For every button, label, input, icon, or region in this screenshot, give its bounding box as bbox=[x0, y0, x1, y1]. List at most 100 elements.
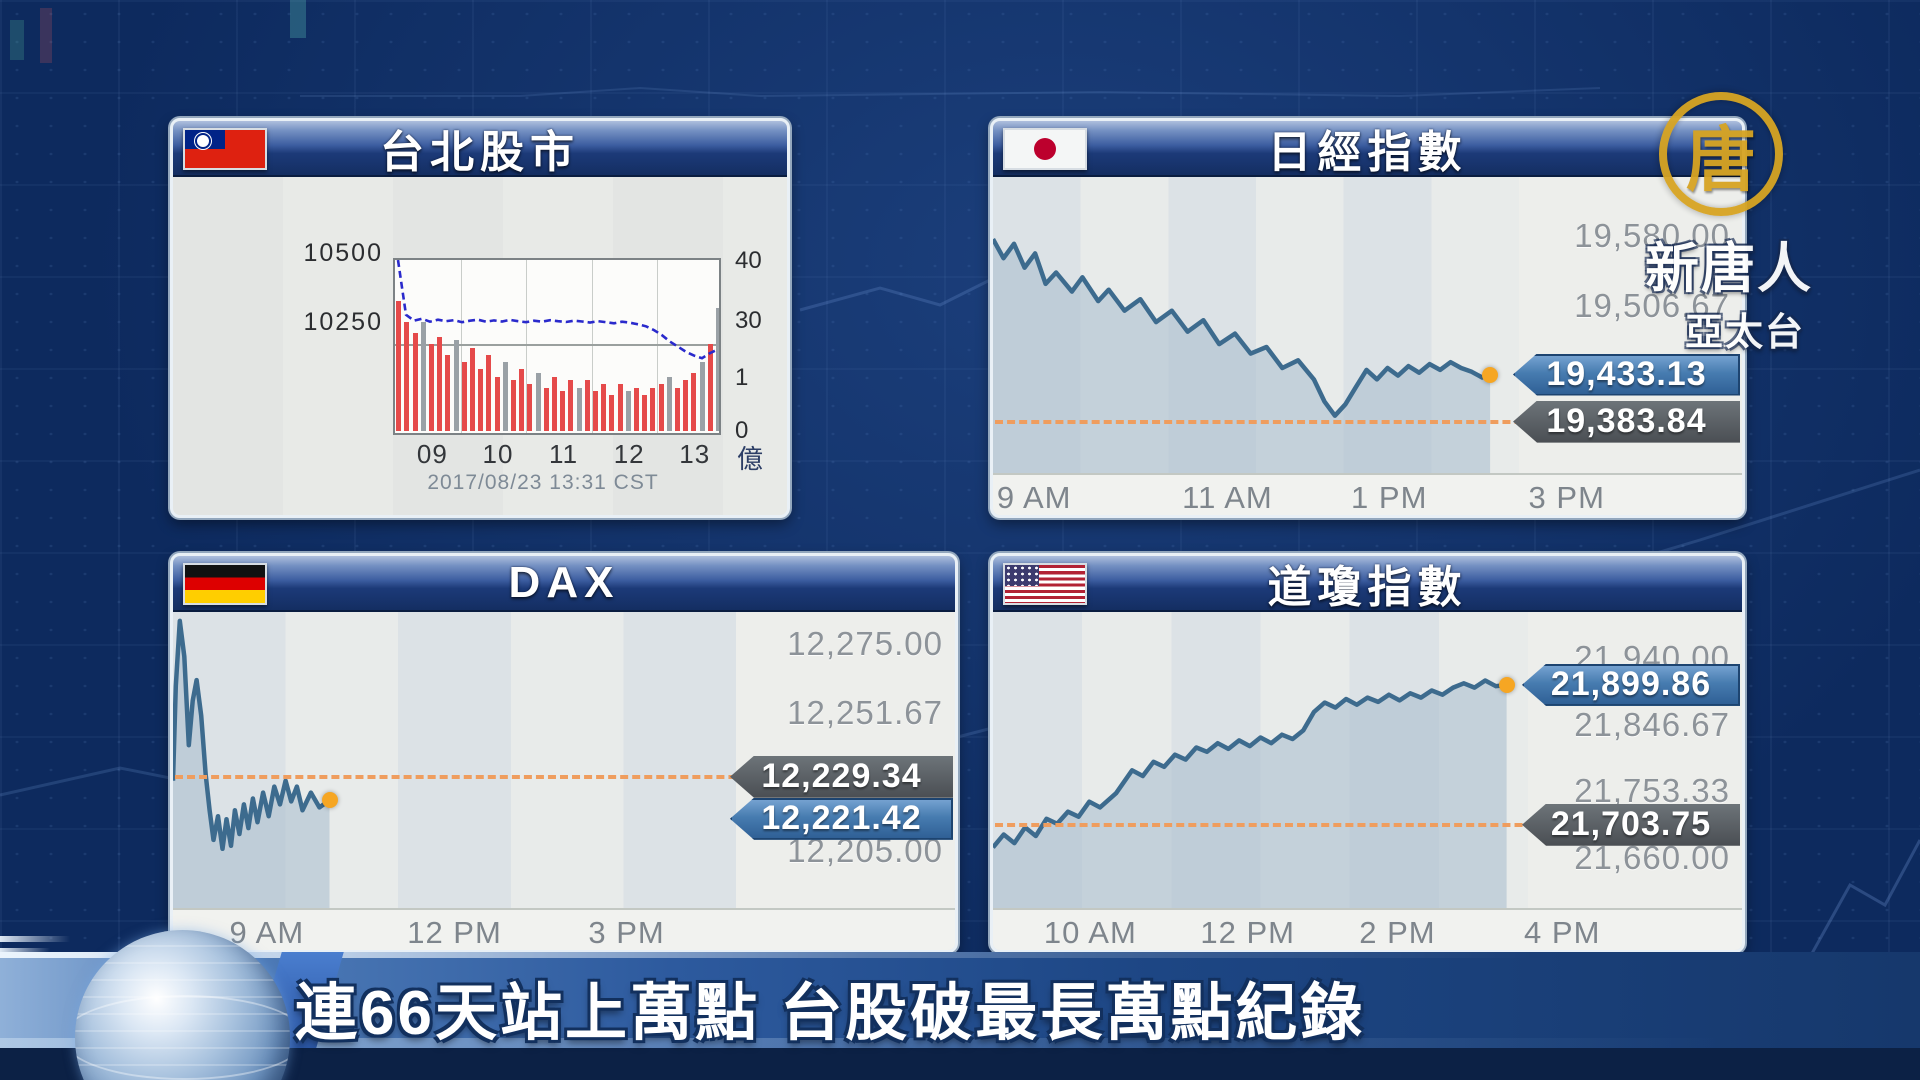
prev-close-price-badge: 21,703.75 bbox=[1522, 803, 1740, 846]
volume-bar bbox=[404, 322, 410, 431]
volume-bar bbox=[642, 394, 648, 431]
price-axis-label: 10250 bbox=[303, 307, 383, 336]
panel-taipei-stock: 台北股市 10500 10250 40 30 1 0 億 09 10 11 12 13 2017/08/… bbox=[170, 118, 790, 518]
dow-chart-body: 21,940.00 21,846.67 21,753.33 21,660.00 21,7… bbox=[993, 612, 1742, 950]
panel-nikkei-index: 日經指數 19,580.00 19,506.67 19,383.84 19,433.1… bbox=[990, 118, 1745, 518]
prev-close-price-badge: 12,229.34 bbox=[730, 755, 953, 798]
station-watermark: 唐 新唐人 亞太台 bbox=[1645, 92, 1813, 356]
volume-bar bbox=[707, 344, 713, 431]
x-axis-label: 2 PM bbox=[1359, 915, 1436, 950]
last-price-dot bbox=[1482, 366, 1499, 383]
volume-bar bbox=[601, 383, 607, 431]
dax-chart-body: 12,275.00 12,251.67 12,205.00 12,229.34 12,2… bbox=[173, 612, 955, 950]
volume-bar bbox=[511, 380, 516, 431]
x-axis-label: 10 AM bbox=[1043, 915, 1137, 950]
last-price-dot bbox=[321, 792, 338, 809]
area-fill bbox=[173, 620, 330, 908]
chart-timestamp: 2017/08/23 13:31 CST bbox=[427, 471, 659, 494]
mini-x-axis-label: 13 bbox=[679, 439, 711, 469]
dow-x-axis: 10 AM 12 PM 2 PM 4 PM bbox=[993, 908, 1742, 950]
volume-bar bbox=[634, 387, 639, 431]
volume-axis-label: 40 bbox=[735, 246, 762, 274]
x-axis-label: 9 AM bbox=[996, 480, 1072, 515]
mini-x-axis-label: 10 bbox=[482, 439, 514, 469]
japan-flag-icon bbox=[1003, 128, 1087, 170]
price-axis-label: 10500 bbox=[303, 238, 383, 267]
volume-unit-label: 億 bbox=[737, 444, 764, 474]
y-axis-label: 12,251.67 bbox=[787, 693, 943, 731]
mini-x-axis-label: 09 bbox=[416, 439, 448, 469]
banner-bottom-strip bbox=[0, 1048, 1920, 1080]
volume-bar bbox=[412, 333, 418, 431]
mini-x-axis-label: 12 bbox=[613, 439, 645, 469]
x-axis-label: 4 PM bbox=[1524, 915, 1601, 950]
volume-bar bbox=[560, 391, 566, 431]
mini-chart-gridline bbox=[657, 260, 659, 433]
volume-bar bbox=[666, 376, 672, 431]
volume-bar bbox=[527, 383, 533, 431]
germany-flag-icon bbox=[183, 563, 267, 605]
price-line-chart bbox=[173, 618, 331, 908]
dow-plot-area: 21,940.00 21,846.67 21,753.33 21,660.00 21,7… bbox=[993, 612, 1742, 908]
panel-header: DAX bbox=[173, 556, 955, 612]
panel-dow-jones-index: 道瓊指數 21,940.00 21,846.67 21,753.33 21,660.0… bbox=[990, 553, 1745, 953]
usa-flag-icon bbox=[1003, 563, 1087, 605]
mini-chart-gridline bbox=[526, 260, 528, 433]
panel-header: 日經指數 bbox=[993, 121, 1742, 177]
banner-edge-streak bbox=[0, 936, 70, 942]
news-headline: 連66天站上萬點 台股破最長萬點紀錄 bbox=[295, 979, 1366, 1048]
volume-axis-label: 1 bbox=[735, 363, 749, 391]
volume-bar bbox=[625, 391, 631, 431]
taipei-chart-body: 10500 10250 40 30 1 0 億 09 10 11 12 13 2017/08/23 13… bbox=[173, 177, 787, 515]
volume-bar bbox=[453, 340, 459, 431]
volume-bar bbox=[675, 387, 680, 431]
volume-axis-label: 0 bbox=[735, 416, 749, 444]
panel-dax-index: DAX 12,275.00 12,251.67 12,205.00 12,229.34… bbox=[170, 553, 958, 953]
prev-close-dashed-line bbox=[995, 419, 1740, 424]
dax-x-axis: 9 AM 12 PM 3 PM bbox=[173, 908, 955, 950]
area-fill bbox=[993, 239, 1491, 473]
x-axis-label: 3 PM bbox=[1528, 480, 1605, 515]
volume-bar bbox=[461, 362, 467, 431]
panel-header: 台北股市 bbox=[173, 121, 787, 177]
volume-bar bbox=[470, 347, 475, 431]
volume-axis-label: 30 bbox=[735, 306, 762, 334]
panel-header: 道瓊指數 bbox=[993, 556, 1742, 612]
mini-x-axis-label: 11 bbox=[549, 439, 579, 469]
volume-bar bbox=[584, 380, 590, 431]
nikkei-chart-body: 19,580.00 19,506.67 19,383.84 19,433.13 9 A… bbox=[993, 177, 1742, 515]
mini-price-line-chart bbox=[396, 260, 719, 360]
volume-bar bbox=[609, 394, 615, 431]
prev-close-price-badge: 19,383.84 bbox=[1513, 400, 1740, 443]
current-price-badge: 19,433.13 bbox=[1513, 353, 1740, 396]
volume-bar bbox=[716, 307, 719, 431]
mini-chart-gridline bbox=[460, 260, 462, 433]
mini-price-line bbox=[396, 260, 719, 360]
volume-bar bbox=[699, 362, 705, 431]
current-price-badge: 21,899.86 bbox=[1522, 663, 1740, 706]
volume-bar bbox=[502, 362, 508, 431]
x-axis-label: 1 PM bbox=[1351, 480, 1428, 515]
panel-title: 道瓊指數 bbox=[1267, 563, 1468, 612]
volume-bar bbox=[519, 369, 525, 431]
taiwan-flag-icon bbox=[183, 128, 267, 170]
volume-bar bbox=[429, 344, 434, 431]
x-axis-label: 9 AM bbox=[229, 915, 305, 950]
dax-plot-area: 12,275.00 12,251.67 12,205.00 12,229.34 12,2… bbox=[173, 612, 955, 908]
price-volume-divider bbox=[395, 344, 719, 346]
y-axis-label: 19,580.00 bbox=[1574, 217, 1730, 255]
panel-title: 日經指數 bbox=[1267, 128, 1468, 177]
prev-close-dashed-line bbox=[995, 822, 1740, 827]
price-line bbox=[993, 678, 1507, 849]
last-price-dot bbox=[1498, 676, 1515, 693]
mini-chart-gridline bbox=[591, 260, 593, 433]
volume-bar bbox=[568, 380, 574, 431]
station-name: 新唐人 bbox=[1645, 239, 1813, 299]
panel-title: DAX bbox=[508, 558, 620, 607]
panel-title: 台北股市 bbox=[380, 128, 580, 177]
y-axis-label: 12,275.00 bbox=[787, 624, 943, 662]
station-subname: 亞太台 bbox=[1685, 312, 1806, 354]
volume-bar bbox=[478, 369, 484, 431]
nikkei-plot-area: 19,580.00 19,506.67 19,383.84 19,433.13 bbox=[993, 177, 1742, 473]
